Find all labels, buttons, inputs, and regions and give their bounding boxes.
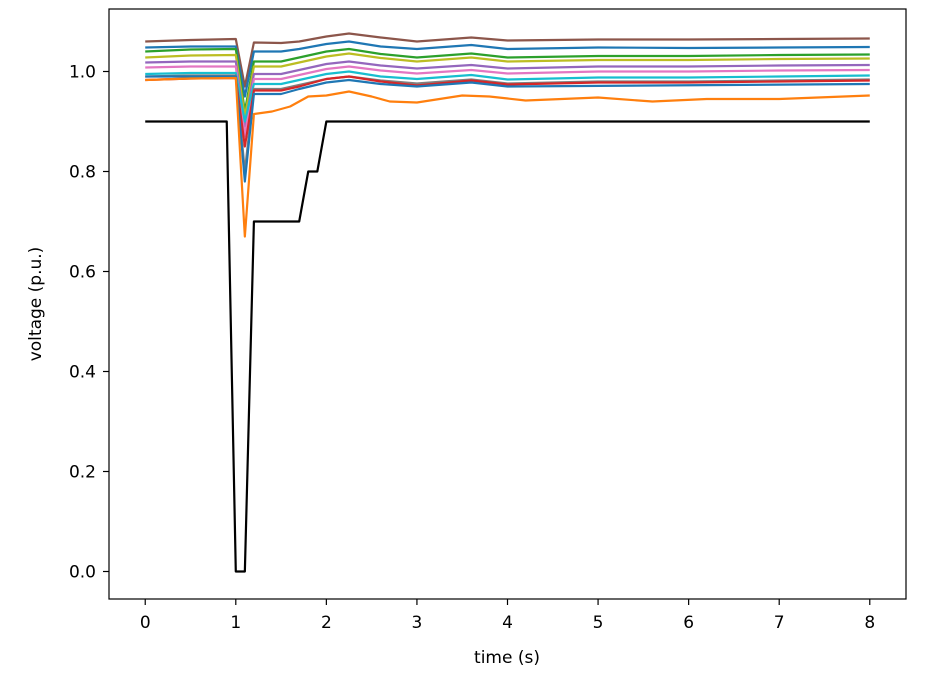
series-line-1 — [145, 120, 870, 573]
x-tick-label: 4 — [502, 613, 513, 633]
y-tick-label: 0.0 — [69, 563, 96, 583]
series-line-5 — [145, 52, 870, 118]
x-tick-label: 8 — [864, 613, 875, 633]
series-line-10 — [145, 75, 870, 148]
series-line-3 — [145, 40, 870, 98]
x-axis: 0 1 2 3 4 5 6 7 8 — [140, 599, 875, 633]
x-tick-label: 3 — [412, 613, 423, 633]
x-tick-label: 0 — [140, 613, 151, 633]
x-tick-label: 1 — [230, 613, 241, 633]
y-tick-label: 0.6 — [69, 263, 96, 283]
x-tick-label: 5 — [593, 613, 604, 633]
y-tick-label: 0.8 — [69, 163, 96, 183]
y-tick-label: 0.2 — [69, 463, 96, 483]
series-layer — [145, 32, 870, 573]
x-axis-label: time (s) — [474, 648, 540, 668]
y-axis: 0.0 0.2 0.4 0.6 0.8 1.0 — [69, 63, 109, 583]
series-line-12 — [145, 76, 870, 238]
y-axis-label: voltage (p.u.) — [26, 247, 46, 362]
y-tick-label: 0.4 — [69, 363, 96, 383]
y-tick-label: 1.0 — [69, 63, 96, 83]
x-tick-label: 2 — [321, 613, 332, 633]
series-line-11 — [145, 75, 870, 183]
series-line-7 — [145, 65, 870, 138]
series-line-2 — [145, 32, 870, 88]
x-tick-label: 7 — [774, 613, 785, 633]
x-tick-label: 6 — [683, 613, 694, 633]
series-line-8 — [145, 70, 870, 123]
